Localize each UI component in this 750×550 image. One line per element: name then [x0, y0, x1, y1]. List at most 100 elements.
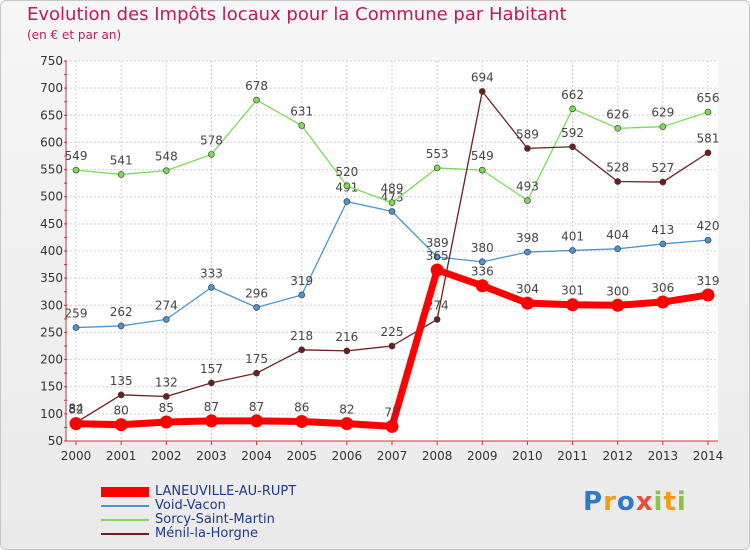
- y-tick-label: 500: [40, 190, 63, 204]
- data-point: [656, 295, 670, 309]
- legend-label: Void-Vacon: [155, 498, 226, 513]
- data-label: 82: [68, 403, 83, 417]
- brand-letter: x: [635, 487, 654, 517]
- data-label: 132: [155, 375, 178, 389]
- x-tick-label: 2007: [377, 449, 408, 463]
- data-label: 656: [697, 91, 720, 105]
- data-label: 581: [697, 132, 720, 146]
- data-label: 87: [249, 400, 264, 414]
- legend-label: Ménil-la-Horgne: [155, 526, 258, 541]
- data-point: [569, 247, 576, 254]
- legend-swatch: [101, 533, 149, 535]
- legend-item: Ménil-la-Horgne: [101, 527, 296, 541]
- x-tick-label: 2009: [467, 449, 498, 463]
- data-point: [388, 199, 396, 206]
- data-point: [614, 245, 622, 253]
- data-point: [253, 369, 260, 377]
- data-label: 401: [561, 229, 584, 243]
- legend-swatch: [101, 505, 149, 507]
- data-point: [569, 105, 576, 113]
- y-tick-label: 750: [40, 54, 63, 68]
- data-point: [659, 240, 667, 248]
- data-point: [72, 324, 80, 331]
- data-point: [204, 414, 218, 428]
- y-tick-label: 600: [40, 135, 63, 149]
- legend-item: Sorcy-Saint-Martin: [101, 513, 296, 527]
- data-label: 626: [606, 107, 629, 121]
- data-label: 489: [381, 182, 404, 196]
- data-point: [614, 125, 622, 132]
- data-point: [475, 279, 489, 293]
- data-label: 578: [200, 133, 223, 147]
- data-label: 82: [339, 403, 354, 417]
- data-point: [340, 417, 354, 431]
- data-label: 629: [651, 106, 674, 120]
- data-point: [159, 415, 173, 429]
- data-point: [114, 418, 128, 432]
- data-point: [433, 164, 441, 172]
- brand-letter: P: [583, 487, 604, 517]
- data-label: 85: [159, 401, 174, 415]
- data-label: 175: [245, 352, 268, 366]
- data-label: 553: [426, 147, 449, 161]
- data-label: 77: [384, 405, 399, 419]
- data-point: [117, 322, 125, 330]
- brand-letter: t: [663, 487, 677, 517]
- data-label: 135: [110, 374, 133, 388]
- data-point: [117, 171, 125, 178]
- chart-subtitle: (en € et par an): [27, 28, 122, 42]
- data-label: 262: [110, 305, 133, 319]
- data-point: [524, 197, 531, 204]
- x-tick-label: 2000: [61, 449, 92, 463]
- x-tick-label: 2006: [332, 449, 363, 463]
- brand-letter: i: [676, 487, 687, 517]
- data-point: [478, 166, 486, 174]
- legend-swatch: [101, 519, 149, 521]
- data-label: 662: [561, 88, 584, 102]
- brand-letter: o: [616, 487, 636, 517]
- data-label: 694: [471, 70, 494, 84]
- data-label: 336: [471, 265, 494, 279]
- data-label: 541: [110, 153, 133, 167]
- y-tick-label: 200: [40, 353, 63, 367]
- data-point: [659, 178, 667, 186]
- legend-item: Void-Vacon: [101, 499, 296, 513]
- data-label: 216: [335, 330, 358, 344]
- data-point: [704, 149, 712, 157]
- legend-label: LANEUVILLE-AU-RUPT: [155, 484, 297, 499]
- data-label: 157: [200, 362, 223, 376]
- data-point: [524, 248, 531, 256]
- data-label: 404: [606, 228, 629, 242]
- data-point: [566, 298, 580, 312]
- y-tick-label: 400: [40, 244, 63, 258]
- data-point: [117, 391, 125, 399]
- x-tick-label: 2012: [602, 449, 633, 463]
- x-tick-label: 2010: [512, 449, 543, 463]
- data-label: 549: [471, 149, 494, 163]
- data-label: 319: [697, 274, 720, 288]
- y-tick-label: 650: [40, 108, 63, 122]
- x-tick-label: 2005: [286, 449, 317, 463]
- y-tick-label: 50: [48, 434, 63, 448]
- y-tick-label: 450: [40, 217, 63, 231]
- data-point: [298, 122, 306, 129]
- data-point: [295, 414, 309, 428]
- data-label: 296: [245, 286, 268, 300]
- data-point: [208, 379, 215, 387]
- data-point: [569, 143, 576, 151]
- data-label: 678: [245, 79, 268, 93]
- y-tick-label: 550: [40, 163, 63, 177]
- data-point: [659, 123, 667, 130]
- data-point: [701, 288, 715, 302]
- data-label: 304: [516, 282, 539, 296]
- data-label: 389: [426, 236, 449, 250]
- legend-label: Sorcy-Saint-Martin: [155, 512, 275, 527]
- y-tick-label: 300: [40, 298, 63, 312]
- x-tick-label: 2004: [241, 449, 272, 463]
- data-label: 274: [155, 298, 178, 312]
- data-label: 365: [426, 249, 449, 263]
- data-point: [433, 253, 441, 261]
- brand-letter: r: [603, 487, 617, 517]
- data-point: [343, 182, 351, 190]
- data-label: 300: [606, 284, 629, 298]
